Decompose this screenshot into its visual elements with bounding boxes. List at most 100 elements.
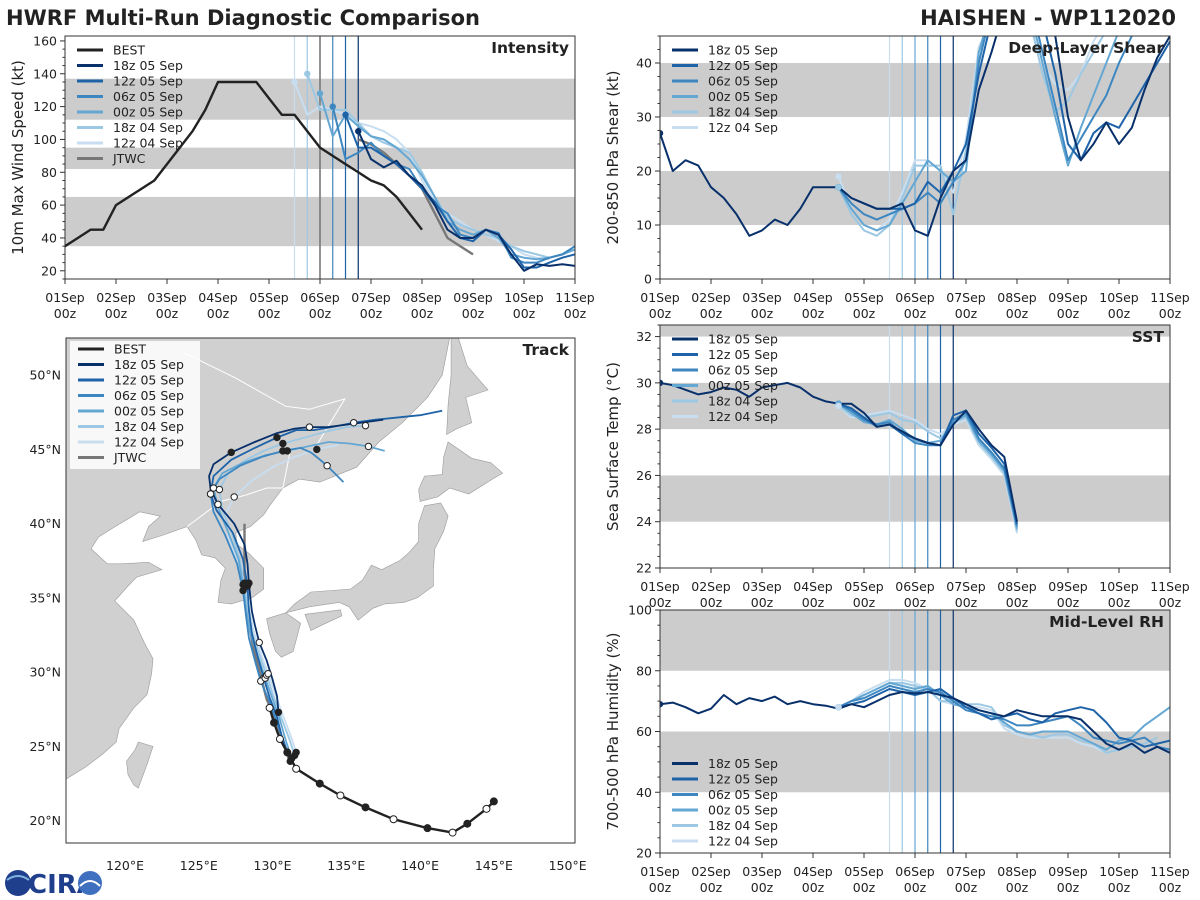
- border-line: [186, 487, 283, 528]
- sst-xtick-label-hour: 00z: [853, 595, 876, 610]
- rh-series-line: [838, 681, 1170, 751]
- best-track-marker: [270, 718, 279, 727]
- sst-xtick-label-hour: 00z: [1159, 595, 1182, 610]
- lon-tick-label: 125°E: [180, 858, 218, 873]
- sst-panel: 22242628303201Sep00z02Sep00z03Sep00z04Se…: [604, 324, 1190, 610]
- land-kyushu: [266, 612, 301, 658]
- intensity-series-line: [357, 130, 575, 272]
- sst-ytick-label: 24: [636, 514, 652, 529]
- land-honshu: [284, 502, 449, 621]
- best-track-marker: [423, 824, 432, 833]
- shear-legend-label: 18z 05 Sep: [708, 43, 778, 58]
- forecast-track-marker: [274, 708, 283, 716]
- rh-init-marker: [835, 704, 842, 711]
- shear-legend-label: 06z 05 Sep: [708, 74, 778, 89]
- sst-xtick-label-date: 09Sep: [1048, 579, 1088, 594]
- best-track-marker: [361, 803, 370, 812]
- track-line: [209, 446, 345, 762]
- shear-legend-label: 12z 04 Sep: [708, 120, 778, 135]
- intensity-series-line: [344, 114, 575, 269]
- sst-plot-area: [660, 325, 1170, 568]
- shear-xtick-label-date: 11Sep: [1150, 290, 1190, 305]
- intensity-xtick-label-date: 03Sep: [147, 290, 187, 305]
- intensity-xtick-label-hour: 00z: [54, 306, 77, 321]
- track-legend-bg: [70, 341, 200, 469]
- track-legend-label: 18z 04 Sep: [114, 419, 184, 434]
- shear-xtick-label-hour: 00z: [700, 306, 723, 321]
- track-legend-label: 18z 05 Sep: [114, 357, 184, 372]
- shear-xtick-label-date: 10Sep: [1099, 290, 1139, 305]
- intensity-xtick-label-date: 06Sep: [300, 290, 340, 305]
- land-taiwan: [126, 741, 154, 789]
- lat-tick-label: 45°N: [29, 442, 61, 457]
- shear-ytick-label: 30: [636, 110, 652, 125]
- shear-xtick-label-hour: 00z: [853, 306, 876, 321]
- intensity-series-line: [65, 80, 423, 248]
- rh-xtick-label-date: 10Sep: [1099, 864, 1139, 879]
- intensity-ytick-label: 120: [33, 99, 57, 114]
- sst-xtick-label-date: 01Sep: [640, 579, 680, 594]
- land-hokkaido: [418, 441, 504, 502]
- lat-tick-label: 30°N: [29, 665, 61, 680]
- sst-series-line: [837, 405, 1018, 534]
- shear-xtick-label-date: 01Sep: [640, 290, 680, 305]
- shear-legend-label: 18z 04 Sep: [708, 105, 778, 120]
- intensity-legend-label: 12z 05 Sep: [113, 74, 183, 89]
- shear-ytick-label: 0: [644, 272, 652, 287]
- track-panel: 120°E 125°E 130°E 135°E 140°E 145°E 150°E 20°N 2…: [29, 337, 587, 873]
- rh-xtick-label-hour: 00z: [751, 880, 774, 895]
- sst-ytick-label: 32: [636, 329, 652, 344]
- land-shikoku: [304, 609, 343, 632]
- rh-legend-label: 12z 05 Sep: [708, 772, 778, 787]
- intensity-plot-area: [65, 36, 575, 279]
- rh-xtick-label-hour: 00z: [1006, 880, 1029, 895]
- sst-xtick-label-hour: 00z: [1108, 595, 1131, 610]
- lat-tick-label: 40°N: [29, 516, 61, 531]
- forecast-track-marker: [215, 485, 224, 494]
- intensity-xtick-label-hour: 00z: [360, 306, 383, 321]
- lon-tick-label: 130°E: [254, 858, 292, 873]
- rh-legend-label: 18z 05 Sep: [708, 756, 778, 771]
- sst-xtick-label-date: 10Sep: [1099, 579, 1139, 594]
- track-legend-label: 12z 05 Sep: [114, 373, 184, 388]
- rh-panel: 2040608010001Sep00z02Sep00z03Sep00z04Sep…: [604, 603, 1190, 896]
- intensity-xtick-label-date: 10Sep: [504, 290, 544, 305]
- sst-ylabel: Sea Surface Temp (°C): [604, 362, 622, 531]
- forecast-track-marker: [273, 433, 281, 442]
- sst-xtick-label-date: 03Sep: [742, 579, 782, 594]
- shear-xtick-label-hour: 00z: [649, 306, 672, 321]
- shear-ylabel: 200-850 hPa Shear (kt): [604, 71, 622, 245]
- intensity-init-marker: [329, 103, 336, 110]
- sst-xtick-label-date: 11Sep: [1150, 579, 1190, 594]
- shear-ytick-label: 20: [636, 164, 652, 179]
- sst-xtick-label-hour: 00z: [1057, 595, 1080, 610]
- shear-xtick-label-hour: 00z: [1057, 306, 1080, 321]
- lon-tick-label: 145°E: [475, 858, 513, 873]
- rh-ytick-label: 80: [636, 663, 652, 678]
- forecast-track-marker: [313, 445, 321, 454]
- track-legend-label: 12z 04 Sep: [114, 435, 184, 450]
- best-track-marker: [448, 828, 457, 837]
- shear-init-marker: [660, 130, 664, 137]
- track-frame: [65, 337, 576, 844]
- intensity-panel: 2040608010012014016001Sep00z02Sep00z03Se…: [9, 33, 595, 321]
- cira-logo: CIRA: [5, 870, 102, 900]
- forecast-track-marker: [283, 748, 292, 757]
- intensity-series-line: [306, 73, 575, 259]
- sst-init-marker: [835, 402, 842, 410]
- forecast-track-marker: [239, 586, 247, 595]
- intensity-xtick-label-date: 04Sep: [198, 290, 238, 305]
- rh-xtick-label-date: 01Sep: [640, 864, 680, 879]
- forecast-track-marker: [279, 439, 287, 448]
- intensity-legend-label: BEST: [113, 43, 145, 58]
- best-track-marker: [265, 703, 274, 712]
- forecast-track-marker: [361, 421, 370, 430]
- rh-xtick-label-date: 06Sep: [895, 864, 935, 879]
- shear-xtick-label-hour: 00z: [1108, 306, 1131, 321]
- shear-init-marker: [835, 173, 842, 180]
- sst-legend-label: 12z 05 Sep: [708, 347, 778, 362]
- intensity-legend-label: 00z 05 Sep: [113, 105, 183, 120]
- forecast-track-marker: [364, 442, 373, 451]
- lat-tick-label: 35°N: [29, 590, 61, 605]
